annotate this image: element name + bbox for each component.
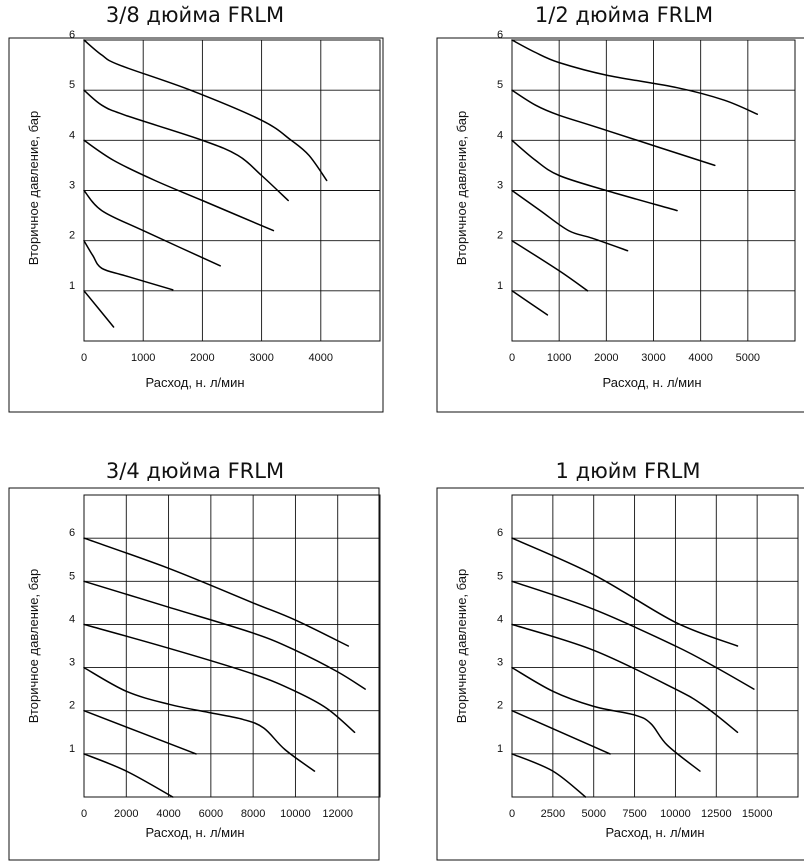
pressure-curve-1 (83, 753, 174, 798)
x-tick-label: 0 (509, 352, 515, 364)
chart-frame (436, 487, 804, 861)
x-tick-label: 10000 (660, 808, 691, 820)
x-tick-label: 0 (81, 352, 87, 364)
x-tick-label: 10000 (280, 808, 311, 820)
pressure-curve-1 (511, 753, 587, 798)
x-tick-label: 2000 (594, 352, 618, 364)
chart-frame (436, 37, 804, 413)
pressure-curve-6 (83, 39, 328, 182)
y-tick-label: 1 (497, 280, 503, 292)
y-tick-label: 4 (497, 129, 503, 141)
x-tick-label: 2000 (190, 352, 214, 364)
x-axis-label: Расход, н. л/мин (145, 825, 244, 840)
x-tick-label: 5000 (736, 352, 760, 364)
x-axis-label: Расход, н. л/мин (602, 375, 701, 390)
pressure-curve-5 (511, 580, 755, 690)
x-tick-label: 7500 (622, 808, 646, 820)
y-tick-label: 3 (69, 180, 75, 192)
plot-area (511, 494, 799, 798)
pressure-curve-4 (511, 139, 678, 212)
x-tick-label: 4000 (309, 352, 333, 364)
x-tick-label: 4000 (156, 808, 180, 820)
x-axis-label: Расход, н. л/мин (605, 825, 704, 840)
chart-title: 1/2 дюйма FRLM (535, 3, 713, 27)
y-tick-label: 6 (497, 29, 503, 41)
y-tick-label: 4 (69, 613, 75, 625)
pressure-curve-3 (511, 666, 701, 772)
chart-title: 3/8 дюйма FRLM (106, 3, 284, 27)
y-tick-label: 5 (69, 79, 75, 91)
y-tick-label: 5 (69, 570, 75, 582)
x-tick-label: 2000 (114, 808, 138, 820)
y-tick-label: 4 (69, 129, 75, 141)
pressure-curve-3 (83, 189, 221, 267)
pressure-curve-3 (511, 189, 629, 252)
y-tick-label: 3 (497, 180, 503, 192)
y-tick-label: 3 (497, 657, 503, 669)
x-tick-label: 5000 (581, 808, 605, 820)
x-tick-label: 3000 (641, 352, 665, 364)
pressure-curve-2 (511, 709, 611, 755)
x-tick-label: 15000 (742, 808, 773, 820)
y-axis-label: Вторичное давление, бар (454, 569, 469, 724)
y-tick-label: 2 (497, 230, 503, 242)
pressure-curve-6 (83, 537, 350, 647)
y-tick-label: 3 (69, 657, 75, 669)
x-tick-label: 3000 (249, 352, 273, 364)
x-tick-label: 4000 (688, 352, 712, 364)
chart-panel-4: 1 2 3 4 5 6 0 2500 5000 7500 10000 12500 15000 1 дюйм… (436, 459, 804, 861)
y-tick-label: 5 (497, 79, 503, 91)
pressure-curve-6 (511, 537, 739, 647)
pressure-curve-2 (83, 239, 174, 291)
plot-area (83, 494, 381, 798)
y-tick-label: 2 (497, 700, 503, 712)
y-axis-label: Вторичное давление, бар (26, 569, 41, 724)
y-tick-label: 1 (497, 743, 503, 755)
y-tick-label: 1 (69, 280, 75, 292)
x-tick-label: 8000 (241, 808, 265, 820)
chart-title: 1 дюйм FRLM (556, 459, 701, 483)
y-axis-label: Вторичное давление, бар (26, 111, 41, 266)
chart-frame (8, 487, 380, 861)
y-tick-label: 2 (69, 230, 75, 242)
y-tick-label: 6 (69, 527, 75, 539)
x-tick-label: 1000 (131, 352, 155, 364)
pressure-curve-1 (511, 290, 549, 316)
y-tick-label: 6 (69, 29, 75, 41)
pressure-curve-4 (83, 139, 275, 232)
x-tick-label: 0 (509, 808, 515, 820)
pressure-curve-2 (511, 239, 589, 292)
pressure-curve-6 (511, 39, 759, 115)
chart-title: 3/4 дюйма FRLM (106, 459, 284, 483)
pressure-curve-5 (83, 89, 289, 202)
x-tick-label: 0 (81, 808, 87, 820)
y-tick-label: 2 (69, 700, 75, 712)
x-tick-label: 6000 (199, 808, 223, 820)
chart-panel-3: 1 2 3 4 5 6 0 2000 4000 6000 8000 10000 12000 3/4 дюй… (8, 459, 381, 861)
pressure-curve-2 (83, 709, 197, 755)
x-tick-label: 12000 (322, 808, 353, 820)
x-tick-label: 12500 (701, 808, 732, 820)
pressure-curve-3 (83, 666, 316, 772)
y-tick-label: 1 (69, 743, 75, 755)
y-tick-label: 4 (497, 613, 503, 625)
y-tick-label: 5 (497, 570, 503, 582)
chart-frame (8, 37, 384, 413)
x-tick-label: 1000 (547, 352, 571, 364)
pressure-curve-4 (83, 623, 356, 734)
pressure-curve-5 (83, 580, 366, 690)
x-tick-label: 2500 (541, 808, 565, 820)
pressure-curve-1 (83, 290, 115, 328)
y-tick-label: 6 (497, 527, 503, 539)
chart-panel-1: 1 2 3 4 5 6 0 1000 2000 3000 4000 3/8 дюйма FRLM Рас… (8, 3, 384, 413)
y-axis-label: Вторичное давление, бар (454, 111, 469, 266)
pressure-curve-4 (511, 623, 739, 734)
pressure-curve-5 (511, 89, 716, 167)
chart-panel-2: 1 2 3 4 5 6 0 1000 2000 3000 4000 5000 1/2 дюйма FRL… (436, 3, 804, 413)
x-axis-label: Расход, н. л/мин (145, 375, 244, 390)
